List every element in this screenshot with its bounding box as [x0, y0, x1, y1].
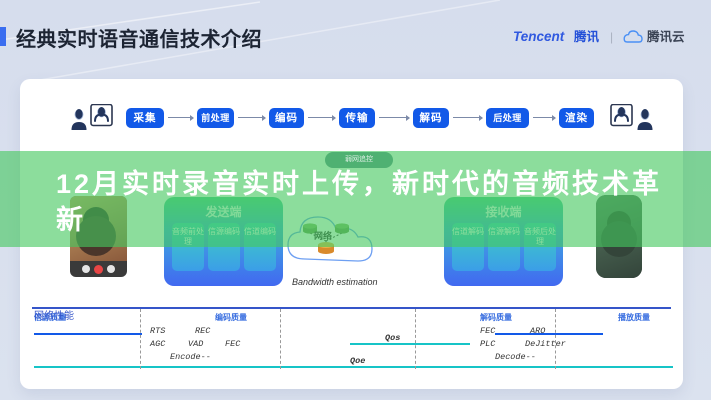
svg-text:Tencent: Tencent: [513, 29, 565, 44]
svg-text:Bandwidth estimation: Bandwidth estimation: [292, 277, 378, 287]
svg-text:腾讯: 腾讯: [573, 29, 600, 44]
svg-text:|: |: [610, 30, 613, 44]
svg-text:腾讯云: 腾讯云: [646, 29, 685, 44]
